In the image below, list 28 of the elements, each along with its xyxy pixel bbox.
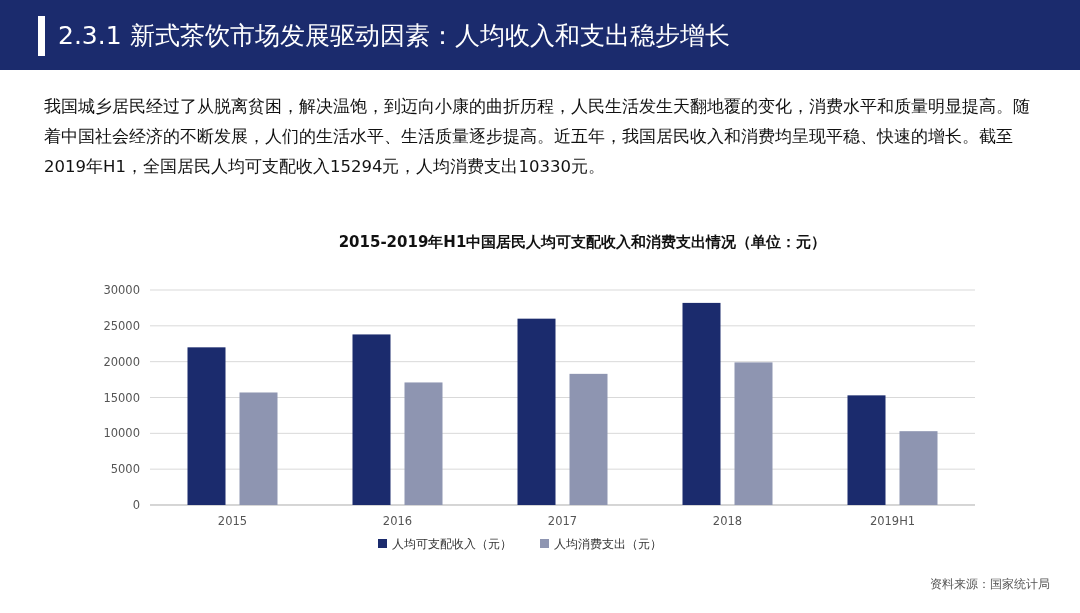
bar	[517, 318, 556, 505]
bar	[847, 395, 886, 505]
bar	[734, 362, 773, 505]
chart-title: 2015-2019年H1中国居民人均可支配收入和消费支出情况（单位：元）	[338, 233, 827, 251]
bar	[569, 373, 608, 505]
bar	[899, 431, 938, 505]
x-tick-label: 2018	[712, 514, 743, 528]
bar	[682, 302, 721, 505]
y-tick-label: 5000	[110, 462, 140, 477]
x-tick-label: 2016	[382, 514, 413, 528]
legend-label: 人均可支配收入（元）	[392, 537, 512, 551]
y-tick-label: 25000	[103, 318, 140, 333]
x-tick-label: 2019H1	[869, 514, 916, 528]
y-tick-label: 20000	[103, 354, 140, 369]
text: 资料来源：国家统计局	[930, 576, 1050, 593]
bar	[352, 334, 391, 505]
y-tick-label: 15000	[103, 390, 140, 405]
x-tick-label: 2017	[547, 514, 578, 528]
bar	[239, 392, 278, 505]
legend-label: 人均消费支出（元）	[554, 537, 662, 551]
y-tick-label: 30000	[103, 283, 140, 297]
text: 2.3.1 新式茶饮市场发展驱动因素：人均收入和支出稳步增长	[58, 20, 730, 52]
bar	[187, 347, 226, 505]
y-tick-label: 10000	[103, 426, 140, 441]
y-tick-label: 0	[132, 498, 140, 512]
bar	[404, 382, 443, 505]
x-tick-label: 2015	[217, 514, 248, 528]
text: 我国城乡居民经过了从脱离贫困，解决温饱，到迈向小康的曲折历程，人民生活发生天翻地覆的变化，消费水平和质量明显提高。随着中国社会经济的不断发展，人们的生活水平、生活质量逐步提高。近五年，我国居民收入和消费均呈现平稳、快速的增长。截至2019年H1，全国居民人均可支配收入15294元，人均消费支出10330元。	[44, 96, 1031, 178]
